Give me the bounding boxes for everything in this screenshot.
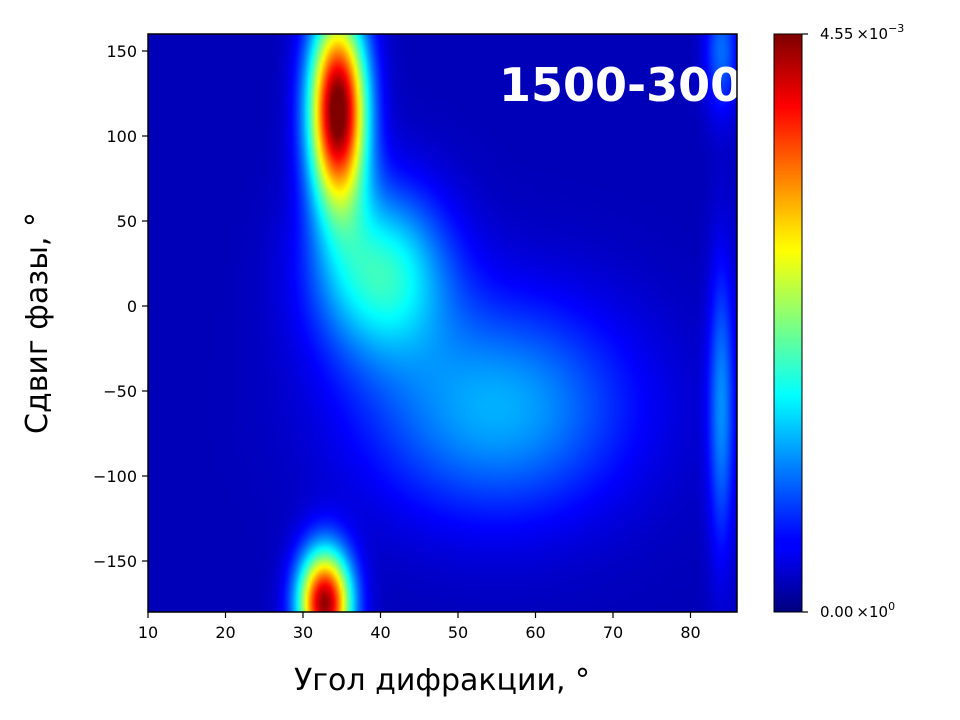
colorbar-min-label: 0.00 ×100: [820, 600, 895, 621]
x-tick-label: 70: [603, 623, 623, 642]
y-tick-label: 50: [117, 212, 137, 231]
x-axis: 10 20 30 40 50 60 70 80: [138, 612, 701, 642]
heatmap-image: [148, 34, 737, 612]
y-axis-title: Сдвиг фазы, °: [20, 212, 55, 434]
x-tick-label: 20: [215, 623, 235, 642]
y-tick-label: −100: [93, 467, 137, 486]
plot-frame: [147, 33, 738, 613]
y-tick-label: −50: [103, 382, 137, 401]
x-tick-label: 60: [525, 623, 545, 642]
x-tick-label: 30: [293, 623, 313, 642]
y-tick-label: 150: [106, 42, 137, 61]
colorbar-max-label: 4.55 ×10−3: [820, 22, 904, 43]
y-tick-label: 0: [127, 297, 137, 316]
x-tick-label: 10: [138, 623, 158, 642]
y-axis: 150 100 50 0 −50 −100 −150: [93, 42, 148, 571]
x-tick-label: 40: [370, 623, 390, 642]
colorbar-gradient: [773, 33, 803, 613]
y-tick-label: −150: [93, 552, 137, 571]
y-tick-label: 100: [106, 127, 137, 146]
x-tick-label: 50: [448, 623, 468, 642]
heatmap-area: [148, 34, 737, 612]
x-tick-label: 80: [680, 623, 700, 642]
x-axis-title: Угол дифракции, °: [294, 663, 590, 698]
chart-title: 1500-300: [499, 58, 742, 112]
colorbar: 4.55 ×10−3 0.00 ×100: [773, 22, 904, 621]
